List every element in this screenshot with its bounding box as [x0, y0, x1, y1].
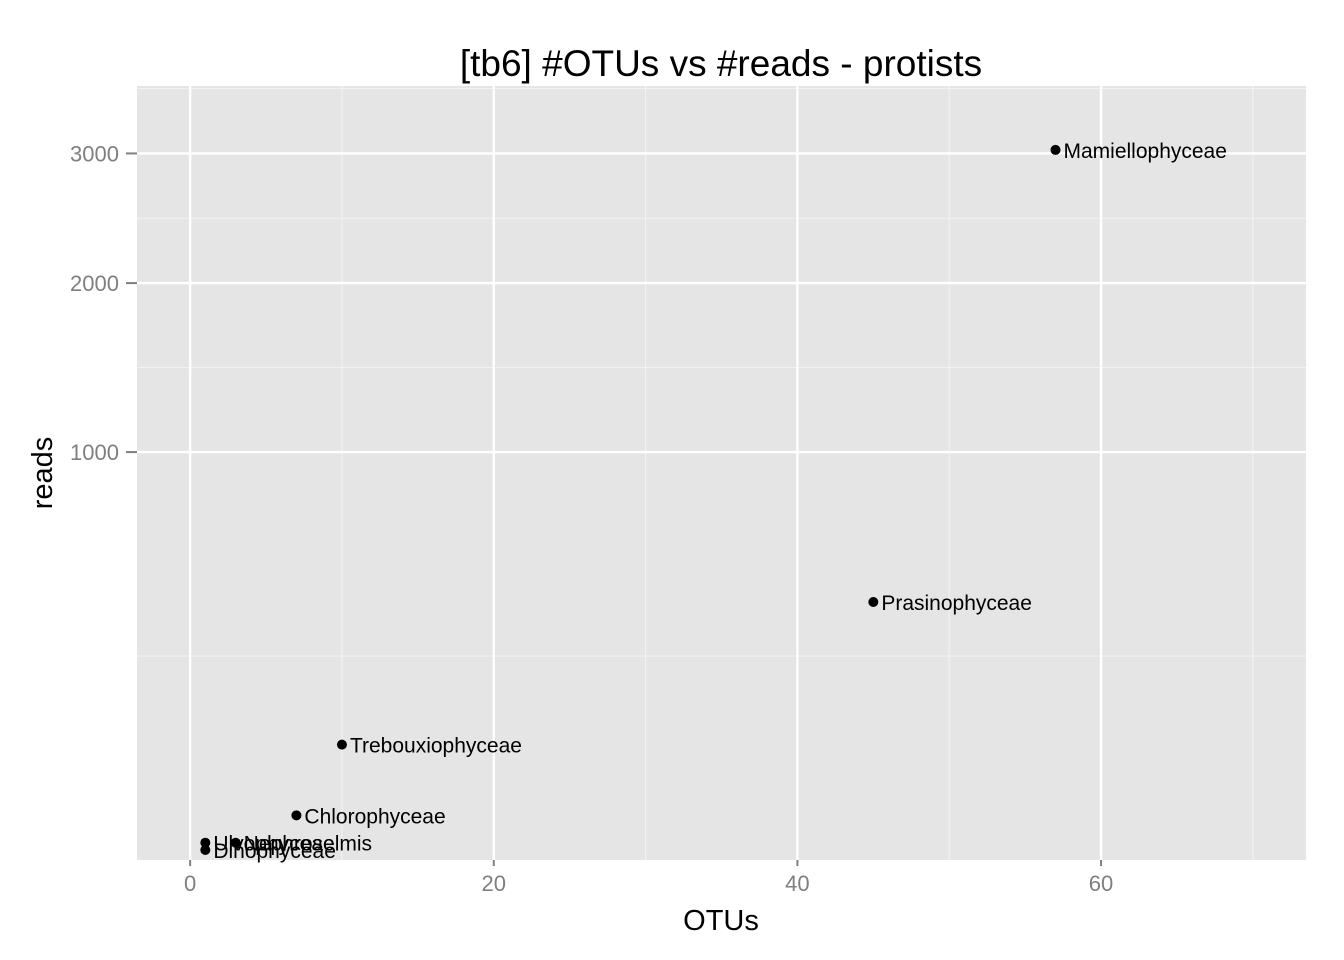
x-axis-title: OTUs [683, 905, 759, 937]
y-tick-label: 1000 [70, 440, 119, 465]
x-tick-label: 20 [482, 871, 506, 896]
point-labels: Mamiellophyceae Prasinophyceae Trebouxioph… [213, 140, 1227, 863]
data-point [1050, 144, 1061, 155]
minor-gridlines [137, 86, 1306, 860]
data-point-label: Nephroselmis [244, 833, 372, 856]
y-tick-label: 3000 [70, 141, 119, 166]
data-points [200, 144, 1061, 856]
x-tick-label: 60 [1089, 871, 1113, 896]
x-axis-ticks: 0 20 40 60 [184, 860, 1113, 896]
data-point [336, 739, 347, 750]
data-point [230, 837, 241, 848]
data-point-label: Ulvophyceae [213, 833, 334, 856]
data-point-label: Dinophyceae [213, 840, 336, 863]
data-point-label: Prasinophyceae [881, 592, 1032, 615]
data-point [200, 845, 211, 856]
chart-title: [tb6] #OTUs vs #reads - protists [460, 43, 982, 84]
data-point-label: Trebouxiophyceae [350, 735, 522, 758]
y-tick-label: 2000 [70, 271, 119, 296]
data-point [868, 597, 879, 607]
major-gridlines [137, 86, 1306, 860]
data-point-label: Chlorophyceae [304, 805, 445, 828]
data-point-label: Mamiellophyceae [1064, 140, 1227, 163]
y-axis-title: reads [27, 437, 59, 510]
data-point [200, 837, 211, 848]
x-tick-label: 40 [785, 871, 809, 896]
plot-panel [137, 86, 1306, 860]
data-point [291, 810, 302, 821]
x-tick-label: 0 [184, 871, 196, 896]
y-axis-ticks: 1000 2000 3000 [70, 141, 137, 465]
